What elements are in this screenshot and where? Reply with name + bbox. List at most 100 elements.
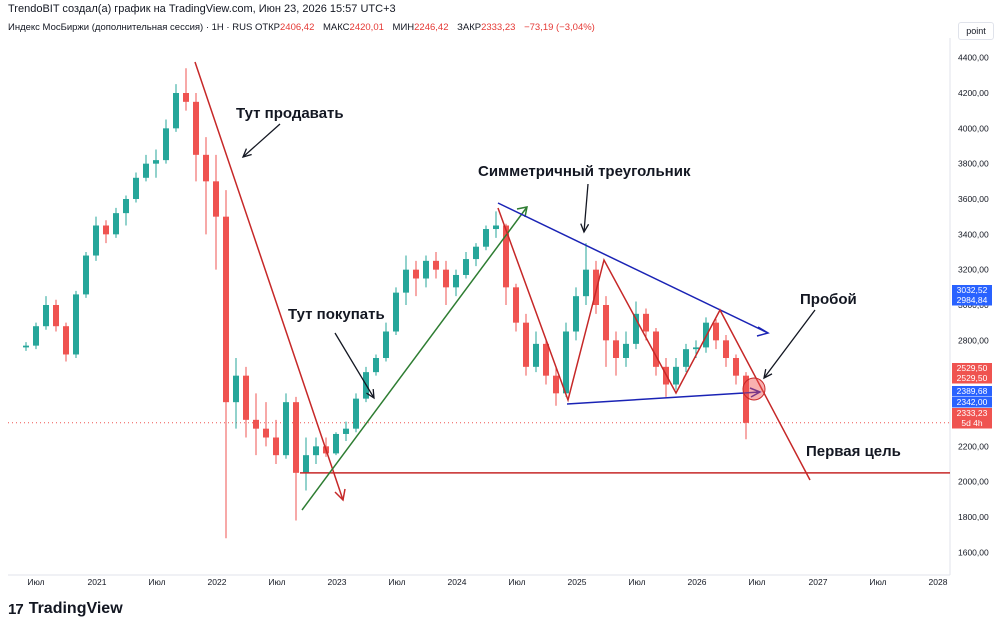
high-value: 2420,01 <box>349 22 384 33</box>
close-label: ЗАКР <box>457 22 482 33</box>
price-badge-label: 2529,50 <box>957 373 988 383</box>
price-badge <box>952 408 992 419</box>
candle-body <box>273 437 279 456</box>
y-tick-label: 3400,00 <box>958 229 989 239</box>
y-tick-label: 2000,00 <box>958 477 989 487</box>
candle-body <box>43 305 49 327</box>
low-value: 2246,42 <box>414 22 449 33</box>
candle-body <box>93 225 99 256</box>
candle-body <box>203 154 209 182</box>
candle-body <box>643 313 649 332</box>
price-badge-label: 3032,52 <box>957 285 988 295</box>
candle-body <box>53 305 59 327</box>
candle-body <box>313 446 319 456</box>
sell-arrow-head <box>334 488 346 502</box>
price-unit-button[interactable]: point <box>958 22 994 40</box>
buy-arrow-head <box>516 206 528 218</box>
candle-body <box>393 292 399 332</box>
candle-body <box>423 260 429 279</box>
candle-body <box>513 287 519 323</box>
sell-annotation: Тут продавать <box>236 105 344 122</box>
candle-body <box>463 259 469 275</box>
x-tick-label: Июл <box>869 577 886 587</box>
sell-pointer-arrow-head <box>241 148 252 158</box>
candle-body <box>263 428 269 438</box>
open-label: ОТКР <box>254 22 281 33</box>
candle-body <box>693 347 699 350</box>
buy-pointer-arrow <box>334 332 375 399</box>
sell-trendline <box>194 61 344 501</box>
triangle-upper-line <box>497 202 769 334</box>
candle-body <box>143 163 149 178</box>
candle-body <box>453 274 459 288</box>
candle-body <box>223 216 229 403</box>
triangle-pointer-arrow <box>583 183 589 233</box>
chart-credit: TrendoBIT создал(а) график на TradingVie… <box>8 3 396 15</box>
candle-body <box>213 181 219 217</box>
candle-body <box>653 331 659 367</box>
x-tick-label: Июл <box>268 577 285 587</box>
buy-annotation: Тут покупать <box>288 306 385 323</box>
candle-body <box>403 269 409 293</box>
high-label: МАКС <box>323 22 350 33</box>
price-badge-label: 5d 4h <box>961 418 983 428</box>
triangle-lower-line <box>566 391 761 405</box>
buy-trendline <box>301 206 528 511</box>
breakout-pointer-arrow <box>763 309 816 379</box>
candle-body <box>563 331 569 394</box>
candle-body <box>673 366 679 385</box>
price-badge <box>952 295 992 306</box>
candle-body <box>133 177 139 199</box>
x-tick-label: 2024 <box>448 577 467 587</box>
candle-body <box>303 455 309 473</box>
low-label: МИН <box>392 22 415 33</box>
price-badge <box>952 397 992 408</box>
candle-body <box>553 375 559 394</box>
candle-body <box>613 340 619 358</box>
price-badge <box>952 373 992 384</box>
y-tick-label: 3600,00 <box>958 194 989 204</box>
candle-body <box>413 269 419 279</box>
close-value: 2333,23 <box>481 22 516 33</box>
y-tick-label: 1600,00 <box>958 547 989 557</box>
candle-body <box>523 322 529 367</box>
breakout-pointer-arrow-head <box>763 369 773 380</box>
candle-body <box>433 260 439 270</box>
candle-body <box>443 269 449 288</box>
candle-body <box>293 402 299 473</box>
candle-body <box>253 419 259 429</box>
y-tick-label: 4000,00 <box>958 123 989 133</box>
candle-body <box>193 101 199 155</box>
price-badge-label: 2529,50 <box>957 363 988 373</box>
zigzag-line <box>497 207 811 481</box>
candle-body <box>283 402 289 456</box>
open-value: 2406,42 <box>280 22 315 33</box>
symbol-legend: Индекс МосБиржи (дополнительная сессия) … <box>8 22 601 33</box>
candle-body <box>153 160 159 164</box>
candle-body <box>743 375 749 423</box>
x-tick-label: 2026 <box>688 577 707 587</box>
candle-body <box>543 343 549 376</box>
candle-body <box>503 225 509 288</box>
y-tick-label: 3200,00 <box>958 265 989 275</box>
candle-body <box>583 269 589 297</box>
triangle-upper-arrow <box>756 326 770 337</box>
x-tick-label: 2021 <box>88 577 107 587</box>
candle-body <box>83 255 89 295</box>
sell-pointer-arrow <box>242 123 281 158</box>
candle-body <box>33 326 39 346</box>
y-tick-label: 2800,00 <box>958 335 989 345</box>
price-badge <box>952 363 992 374</box>
y-tick-label: 1800,00 <box>958 512 989 522</box>
x-tick-label: 2028 <box>929 577 948 587</box>
x-tick-label: Июл <box>27 577 44 587</box>
price-badge <box>952 285 992 296</box>
target-annotation: Первая цель <box>806 443 901 460</box>
candle-body <box>23 345 29 348</box>
y-tick-label: 4400,00 <box>958 53 989 63</box>
price-badge-label: 2342,00 <box>957 397 988 407</box>
x-tick-label: 2027 <box>809 577 828 587</box>
breakout-annotation: Пробой <box>800 291 857 308</box>
candle-body <box>123 199 129 214</box>
